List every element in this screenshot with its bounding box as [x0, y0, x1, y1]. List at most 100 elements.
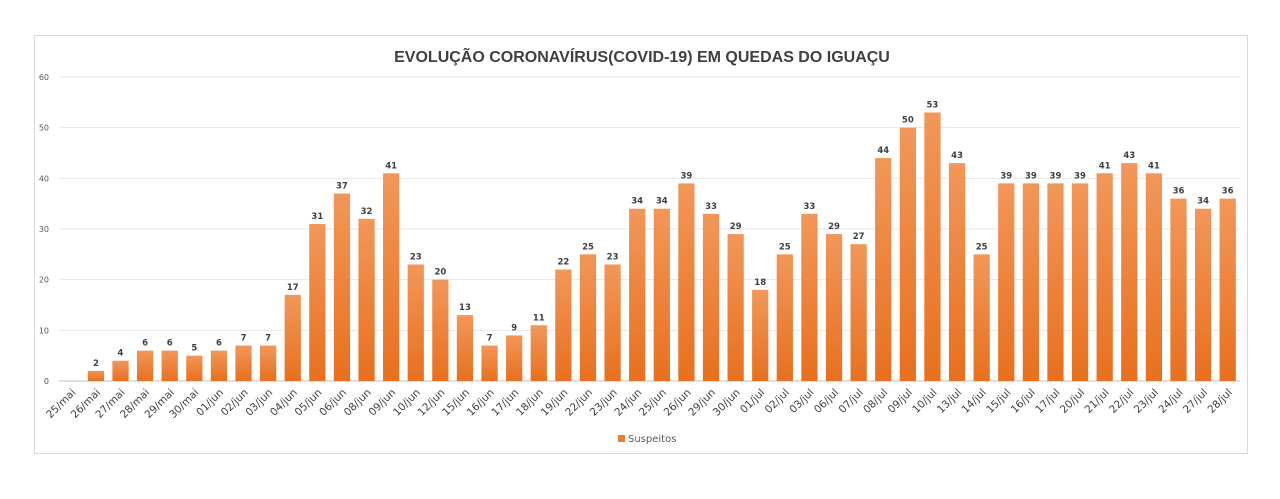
bar: [629, 208, 646, 381]
data-label: 43: [1123, 151, 1135, 161]
x-tick-label: 20/jul: [1058, 387, 1087, 416]
data-label: 41: [1099, 161, 1111, 171]
bar: [1194, 208, 1212, 381]
grid-lines: [59, 76, 1240, 382]
data-label: 18: [754, 278, 766, 288]
bar: [1170, 198, 1187, 381]
legend-label-suspeitos: Suspeitos: [628, 434, 676, 445]
data-label: 53: [927, 100, 939, 110]
legend-swatch: [618, 435, 625, 442]
y-tick-label: 30: [39, 225, 49, 234]
bar: [235, 345, 252, 381]
bar: [899, 127, 916, 382]
data-label: 36: [1173, 187, 1185, 197]
bar: [1022, 183, 1039, 381]
x-tick-label: 30/jun: [711, 387, 743, 419]
bar: [1219, 198, 1236, 381]
y-axis-ticks: 0 10 20 30 40 50 60: [39, 73, 49, 386]
data-label: 7: [265, 334, 271, 344]
bar: [309, 223, 326, 381]
data-label: 39: [1000, 171, 1012, 181]
bar: [530, 325, 547, 381]
bar: [1145, 173, 1163, 381]
bar: [801, 213, 818, 381]
chart-title: EVOLUÇÃO CORONAVÍRUS(COVID-19) EM QUEDAS…: [394, 46, 890, 66]
data-label: 39: [1074, 171, 1086, 181]
y-tick-label: 10: [39, 326, 49, 335]
x-tick-label: 10/jul: [910, 387, 939, 416]
bar: [727, 234, 744, 381]
data-label: 39: [680, 171, 692, 181]
data-labels: 2 4 6 6 5 6 7 7 17 31 37 32 41 23 20 13 7 9 11 22 25 23 34 34 39…: [93, 100, 1234, 368]
data-label: 23: [410, 252, 422, 262]
data-label: 13: [459, 303, 471, 313]
data-label: 20: [434, 268, 446, 278]
data-label: 31: [311, 212, 323, 222]
data-label: 25: [582, 242, 594, 252]
data-label: 7: [241, 334, 247, 344]
x-tick-label: 15/jul: [984, 387, 1013, 416]
data-label: 39: [1050, 171, 1062, 181]
x-tick-label: 03/jul: [787, 387, 816, 416]
bar: [752, 289, 769, 381]
data-label: 6: [142, 339, 148, 349]
bar: [998, 183, 1015, 381]
x-tick-label: 28/jul: [1206, 387, 1235, 416]
bar: [186, 355, 203, 381]
y-tick-label: 40: [39, 174, 49, 183]
legend: Suspeitos: [618, 434, 676, 445]
bar: [776, 254, 793, 381]
bar: [112, 360, 129, 381]
data-label: 4: [118, 349, 124, 359]
data-label: 7: [487, 334, 493, 344]
x-tick-label: 09/jul: [886, 387, 915, 416]
data-label: 17: [287, 283, 299, 293]
y-tick-label: 60: [39, 73, 49, 82]
bar: [702, 213, 720, 381]
bar: [973, 254, 990, 381]
data-label: 50: [902, 116, 914, 126]
bar: [1047, 183, 1064, 381]
data-label: 36: [1222, 187, 1234, 197]
data-label: 41: [1148, 161, 1160, 171]
x-axis-ticks: 25/mai26/mai27/mai28/mai29/mai30/mai01/j…: [44, 387, 1235, 421]
y-tick-label: 20: [39, 276, 49, 285]
data-label: 25: [976, 242, 988, 252]
x-tick-label: 27/jul: [1181, 387, 1210, 416]
data-label: 29: [730, 222, 742, 232]
bar: [481, 345, 498, 381]
bar: [948, 163, 966, 381]
data-label: 2: [93, 359, 99, 369]
x-tick-label: 16/jul: [1009, 387, 1038, 416]
chart-frame: EVOLUÇÃO CORONAVÍRUS(COVID-19) EM QUEDAS…: [34, 35, 1248, 454]
x-tick-label: 13/jul: [935, 387, 964, 416]
bar: [924, 112, 941, 381]
data-label: 25: [779, 242, 791, 252]
bar: [161, 350, 178, 381]
data-label: 23: [607, 252, 619, 262]
data-label: 6: [216, 339, 222, 349]
data-label: 37: [336, 182, 348, 192]
x-tick-label: 01/jul: [738, 387, 767, 416]
x-tick-label: 23/jul: [1132, 387, 1161, 416]
bar: [678, 183, 695, 381]
data-label: 43: [951, 151, 963, 161]
bar: [136, 350, 154, 381]
data-label: 27: [853, 232, 865, 242]
data-label: 29: [828, 222, 840, 232]
data-label: 9: [511, 323, 517, 333]
data-label: 32: [361, 207, 373, 217]
y-tick-label: 50: [39, 124, 49, 133]
data-label: 41: [385, 161, 397, 171]
bar: [1096, 173, 1113, 381]
x-tick-label: 08/jul: [861, 387, 890, 416]
data-label: 33: [705, 202, 717, 212]
bar: [850, 244, 867, 381]
bar: [506, 335, 523, 381]
data-label: 34: [656, 197, 668, 207]
bar: [284, 294, 301, 381]
x-tick-label: 14/jul: [960, 387, 989, 416]
bar: [407, 264, 424, 381]
x-tick-label: 06/jul: [812, 387, 841, 416]
bar: [555, 269, 572, 381]
